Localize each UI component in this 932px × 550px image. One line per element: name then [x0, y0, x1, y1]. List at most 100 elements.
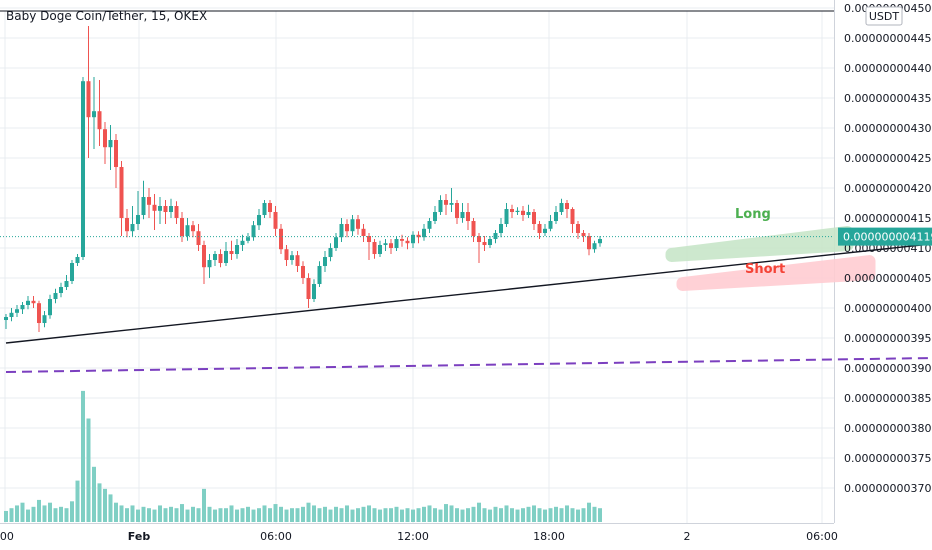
volume-bar [565, 505, 569, 522]
volume-bar [279, 506, 283, 522]
price-tick-label: 0.000000004250 [844, 152, 932, 165]
candle-body [196, 231, 201, 246]
volume-bar [158, 505, 162, 522]
volume-bar [411, 509, 415, 522]
dashed-trendline [5, 357, 932, 374]
candle-body [119, 167, 124, 219]
time-tick-label: 18:00 [533, 530, 565, 543]
currency-badge[interactable]: USDT [865, 6, 903, 26]
candle-body [394, 239, 399, 249]
candle-body [499, 224, 503, 234]
candle-body [75, 257, 80, 264]
candle-body [42, 315, 47, 324]
volume-bar [251, 509, 256, 522]
price-tick-label: 0.000000003950 [844, 332, 932, 345]
candle-body [262, 203, 267, 216]
volume-bar [97, 483, 102, 522]
candle-body [125, 218, 129, 232]
volume-bar [444, 504, 448, 522]
volume-bar [548, 508, 553, 522]
volume-bar [229, 505, 234, 522]
volume-bar [383, 508, 388, 522]
volume-bar [510, 508, 514, 522]
candle-body [367, 236, 371, 243]
volume-bar [301, 506, 305, 522]
candle-body [4, 317, 8, 321]
candle-body [273, 212, 278, 229]
volume-bar [543, 509, 547, 522]
candle-body [361, 228, 366, 237]
price-tick-label: 0.000000003800 [844, 422, 932, 435]
volume-bar [378, 509, 382, 522]
candle-body [493, 233, 498, 240]
candle-body [548, 221, 553, 229]
candle-body [279, 228, 283, 250]
volume-bar [114, 502, 118, 522]
volume-bar [273, 504, 278, 522]
candle-body [224, 251, 228, 264]
trendlines [5, 243, 932, 374]
volume-bar [422, 506, 426, 522]
candle-body [554, 212, 558, 222]
volume-bar [9, 508, 14, 522]
volume-bar [20, 502, 25, 522]
volume-bar [268, 508, 272, 522]
volume-bar [262, 505, 267, 522]
volume-bar [235, 509, 239, 522]
price-tick-label: 0.000000003700 [844, 482, 932, 495]
volume-bar [185, 509, 190, 522]
volume-bar [537, 508, 542, 522]
candle-body [570, 209, 575, 225]
candle-body [466, 212, 470, 222]
candle-body [15, 309, 19, 313]
volume-bar [356, 508, 360, 522]
candle-body [372, 242, 377, 255]
volume-bar [460, 509, 465, 522]
price-tick-label: 0.000000004200 [844, 182, 932, 195]
volume-bar [449, 505, 454, 522]
candle-body [191, 225, 195, 232]
volume-bar [328, 509, 333, 522]
candle-body [581, 233, 586, 237]
candle-body [312, 284, 316, 300]
candle-body [37, 303, 41, 324]
candle-body [532, 212, 536, 225]
candle-body [81, 81, 85, 258]
volume-bar [521, 508, 525, 522]
candle-body [449, 203, 454, 205]
candle-body [147, 197, 151, 205]
volume-bar [295, 508, 300, 522]
candle-body [521, 210, 525, 216]
candle-body [537, 224, 542, 234]
candle-body [378, 245, 382, 255]
volume-bar [37, 499, 41, 522]
volume-bar [81, 390, 85, 522]
candle-body [400, 239, 404, 241]
price-tick-label: 0.000000004150 [844, 212, 932, 225]
candle-body [301, 266, 305, 279]
volume-bar [339, 508, 344, 522]
candle-body [169, 206, 173, 213]
volume-bar [488, 509, 492, 522]
volume-bar [587, 502, 591, 522]
volume-bar [317, 508, 322, 522]
candle-body [543, 228, 547, 234]
candle-body [515, 210, 520, 213]
grid [0, 7, 834, 523]
volume-bar [570, 508, 575, 522]
volume-bar [103, 488, 107, 522]
volume-bar [515, 509, 520, 522]
volume-bar [53, 508, 58, 522]
volume-bar [367, 505, 371, 522]
support-trendline [5, 243, 932, 344]
candle-body [488, 239, 492, 246]
volume-bar [482, 508, 487, 522]
candle-body [317, 266, 322, 285]
volume-bar [42, 505, 47, 522]
volume-bar [130, 505, 135, 522]
candle-body [108, 140, 113, 148]
volume-bar [218, 508, 223, 522]
candle-body [526, 212, 531, 216]
candle-body [48, 299, 52, 316]
